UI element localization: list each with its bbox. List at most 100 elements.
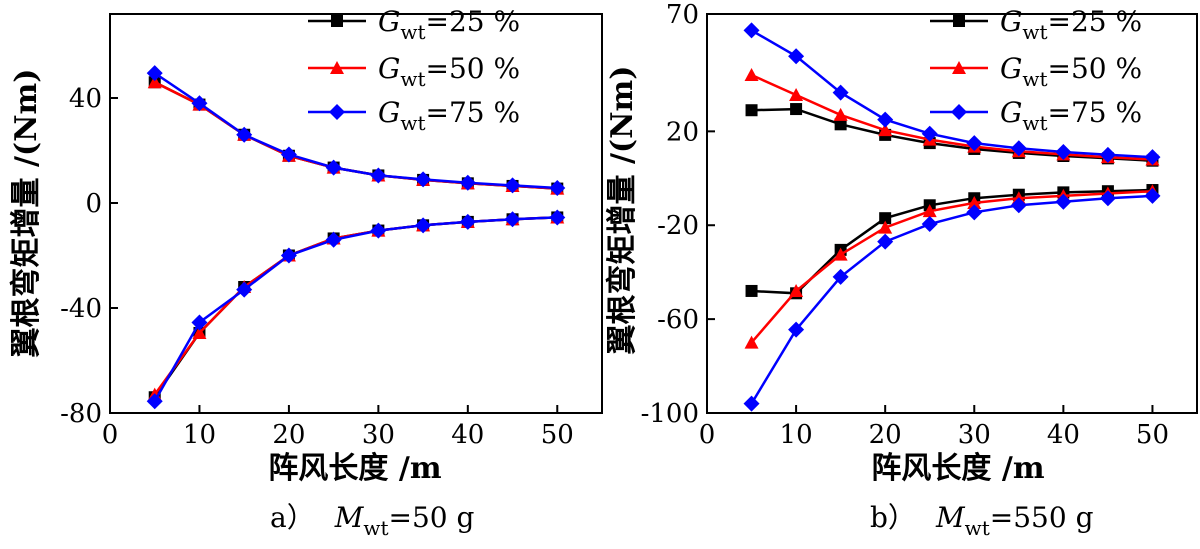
panel-b-series-2-lower-line — [750, 194, 1153, 405]
panel-a-series-2-lower-point — [415, 217, 432, 234]
panel-a-chart: 0 10 20 30 40 50 -80 -40 0 40 Gwt=25 % Gwt=50 % G… — [9, 5, 603, 540]
panel-b-series-2-lower-point — [1099, 190, 1116, 207]
panel-b-series-2-upper-point — [1144, 149, 1161, 166]
panel-b-series-2-lower-point — [921, 216, 938, 233]
panel-a-series-2-lower-point — [146, 393, 163, 410]
panel-a-x-axis-label: 阵风长度 /m — [268, 451, 441, 486]
panel-a-legend: Gwt=25 % Gwt=50 % Gwt=75 % — [308, 5, 520, 135]
svg-text:Gwt=75 %: Gwt=75 % — [378, 96, 520, 135]
panel-b-y-tick-label: -60 — [657, 305, 699, 335]
panel-b-y-tick-label: 70 — [666, 0, 699, 30]
panel-b-x-tick-label: 30 — [958, 420, 991, 450]
panel-b-series-2-lower-point — [788, 321, 805, 338]
panel-b-series-2-lower-point — [743, 395, 760, 412]
panel-a-series-2-lower-point — [236, 281, 253, 298]
panel-b-series-2-upper-point — [1055, 144, 1072, 161]
legend-item-25: Gwt=25 % — [308, 5, 520, 44]
panel-a-y-axis-label: 翼根弯矩增量 /(Nm) — [9, 69, 44, 358]
panel-b-x-tick-label: 20 — [869, 420, 902, 450]
panel-a-series-2-lower-line — [153, 216, 558, 402]
panel-a-x-tick-label: 0 — [102, 420, 119, 450]
svg-text:Gwt=25 %: Gwt=25 % — [1000, 5, 1142, 44]
panel-b-y-tick-label: -20 — [657, 211, 699, 241]
panel-a-series-1-lower-point — [192, 325, 207, 339]
panel-a-x-tick-label: 10 — [183, 420, 216, 450]
panel-a-series-2-upper-point — [459, 174, 476, 191]
panel-b-series-1-lower-point — [922, 204, 937, 218]
panel-b-series-1-lower-point — [967, 195, 982, 209]
panel-b-y-axis-label: 翼根弯矩增量 /(Nm) — [605, 66, 640, 355]
panel-b-y-tick-label: 20 — [666, 117, 699, 147]
panel-b-series-2-lower-point — [877, 233, 894, 250]
panel-a-series-2-lower-point — [459, 213, 476, 230]
panel-a-y-tick-label: 0 — [85, 189, 102, 219]
panel-a-series-2-upper-point — [236, 126, 253, 143]
panel-a-series-1-upper-point — [147, 75, 162, 89]
panel-b-series-1-lower-point — [833, 247, 848, 261]
panel-b-series-2-upper-point — [788, 48, 805, 65]
panel-a-series-2-upper-line — [154, 72, 558, 190]
panel-b-series-0-lower-point — [879, 212, 892, 225]
panel-a-series-2-lower-point — [191, 314, 208, 331]
panel-a-x-tick-label: 20 — [272, 420, 305, 450]
panel-b-series-2-upper-point — [1099, 146, 1116, 163]
panel-a-series-2-upper-point — [504, 177, 521, 194]
panel-b-series-0-lower-point — [745, 284, 758, 297]
panel-b-x-tick-label: 0 — [699, 420, 716, 450]
panel-a-series-2-lower-point — [549, 209, 566, 226]
panel-b-legend: Gwt=25 % Gwt=50 % Gwt=75 % — [930, 5, 1142, 135]
panel-a-series-2-upper-point — [415, 171, 432, 188]
panel-b-y-tick-label: -100 — [641, 399, 699, 429]
panel-b-series-1-lower-point — [878, 220, 893, 234]
panel-b-series-2-upper-point — [1010, 140, 1027, 157]
panel-b-series-1-lower-line — [750, 189, 1153, 344]
panel-a-series-2-upper-point — [549, 180, 566, 197]
panel-b-series-2-upper-point — [966, 135, 983, 152]
panel-b-series-0-upper-point — [790, 103, 803, 116]
panel-a-x-tick-label: 50 — [541, 420, 574, 450]
panel-b-series-2-lower-point — [1010, 197, 1027, 214]
legend-item-50: Gwt=50 % — [308, 52, 520, 91]
panel-a-series-2-upper-point — [370, 167, 387, 184]
legend-item-25: Gwt=25 % — [930, 5, 1142, 44]
panel-b-series-1-upper-point — [833, 107, 848, 121]
panel-a-y-tick-label: -40 — [60, 294, 102, 324]
panel-b-series-2-upper-point — [832, 84, 849, 101]
panel-b-series-1-upper-point — [878, 123, 893, 137]
panel-b-series-0-upper-point — [745, 104, 758, 117]
svg-text:Gwt=50 %: Gwt=50 % — [1000, 52, 1142, 91]
panel-a-series-2-lower-point — [280, 247, 297, 264]
panel-a-y-tick-label: -80 — [60, 399, 102, 429]
panel-a-series-0-lower-line — [153, 216, 558, 399]
svg-text:Gwt=25 %: Gwt=25 % — [378, 5, 520, 44]
panel-b-series-2-lower-point — [1055, 193, 1072, 210]
panel-a-series-1-lower-line — [153, 216, 558, 396]
panel-a-caption: a） Mwt=50 g — [270, 501, 475, 540]
panel-a-x-tick-label: 30 — [362, 420, 395, 450]
panel-b-series-1-lower-point — [789, 283, 804, 297]
legend-item-75: Gwt=75 % — [930, 96, 1142, 135]
panel-a-series-2-upper-point — [191, 95, 208, 112]
panel-a-series-2-lower-point — [370, 222, 387, 239]
panel-b-series-1-upper-point — [744, 68, 759, 82]
panel-b-x-axis-label: 阵风长度 /m — [871, 451, 1044, 486]
svg-text:Gwt=50 %: Gwt=50 % — [378, 52, 520, 91]
panel-b-x-tick-label: 40 — [1047, 420, 1080, 450]
panel-b-caption: b） Mwt=550 g — [870, 501, 1094, 540]
panel-b-series-2-lower-point — [832, 268, 849, 285]
panel-b-series-2-upper-point — [877, 111, 894, 128]
panel-b-series-0-upper-point — [834, 118, 847, 131]
panel-b-x-tick-label: 50 — [1136, 420, 1169, 450]
panel-b-series-2-lower-point — [1144, 187, 1161, 204]
panel-b-chart: 0 10 20 30 40 50 -100 -60 -20 20 70 Gwt=25 % Gwt=5… — [605, 0, 1198, 540]
panel-a-series-2-upper-point — [325, 159, 342, 176]
panel-b-series-1-lower-point — [744, 335, 759, 349]
panel-a-series-2-lower-point — [504, 211, 521, 228]
panel-b-x-tick-label: 10 — [780, 420, 813, 450]
panel-b-series-1-upper-line — [750, 73, 1153, 161]
legend-item-75: Gwt=75 % — [308, 96, 520, 135]
panel-a-series-2-lower-point — [325, 231, 342, 248]
panel-b-series-2-upper-line — [750, 29, 1153, 159]
panel-a-x-tick-label: 40 — [451, 420, 484, 450]
